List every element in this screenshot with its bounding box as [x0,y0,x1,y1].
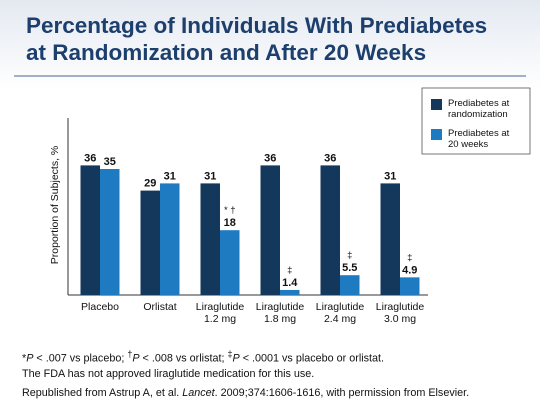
significance-marker-5: ‡ [407,252,412,263]
bar-randomization-0 [80,165,100,295]
title-line-2: at Randomization and After 20 Weeks [26,40,427,65]
x-tick-label-4-0: Liraglutide [316,301,365,313]
x-tick-label-2-1: 1.2 mg [204,313,236,325]
x-tick-label-5-0: Liraglutide [376,301,425,313]
legend-label-0-1: randomization [448,109,508,120]
bar-randomization-3 [260,165,280,295]
bar-week20-3 [280,289,300,295]
significance-marker-2: * † [224,205,236,216]
value-label-randomization-1: 29 [144,178,156,190]
value-label-randomization-4: 36 [324,152,336,164]
legend-swatch-0 [431,99,442,110]
x-tick-label-3-0: Liraglutide [256,301,305,313]
value-label-week20-2: 18 [224,217,236,229]
bar-week20-0 [100,169,120,295]
bar-week20-2 [220,230,240,295]
footnote-fda: The FDA has not approved liraglutide med… [22,367,315,380]
bar-week20-4 [340,275,360,295]
x-tick-label-1-0: Orlistat [143,301,176,313]
value-label-week20-0: 35 [104,156,116,168]
value-label-randomization-0: 36 [84,152,96,164]
x-tick-label-2-0: Liraglutide [196,301,245,313]
slide-title: Percentage of Individuals With Prediabet… [26,12,526,66]
y-axis-label: Proportion of Subjects, % [49,146,61,264]
x-tick-label-4-1: 2.4 mg [324,313,356,325]
bar-randomization-1 [140,190,160,295]
source-text: Republished from Astrup A, et al. Lancet… [22,387,470,399]
value-label-week20-4: 5.5 [342,262,357,274]
x-tick-label-5-1: 3.0 mg [384,313,416,325]
footnote-significance: *P < .007 vs placebo; †P < .008 vs orlis… [22,349,385,365]
value-label-randomization-5: 31 [384,170,396,182]
bar-randomization-4 [320,165,340,295]
legend-label-1-0: Prediabetes at [448,128,510,139]
bar-randomization-2 [200,183,220,295]
significance-marker-4: ‡ [347,250,352,261]
legend-label-0-0: Prediabetes at [448,98,510,109]
bar-week20-1 [160,183,180,295]
source-citation: Republished from Astrup A, et al. Lancet… [22,386,532,400]
value-label-randomization-3: 36 [264,152,276,164]
value-label-week20-5: 4.9 [402,264,417,276]
value-label-randomization-2: 31 [204,170,216,182]
significance-marker-3: ‡ [287,265,292,276]
footnote: *P < .007 vs placebo; †P < .008 vs orlis… [22,347,532,382]
title-divider [14,75,526,77]
value-label-week20-1: 31 [164,170,176,182]
x-tick-label-3-1: 1.8 mg [264,313,296,325]
legend-label-1-1: 20 weeks [448,139,488,150]
value-label-week20-3: 1.4 [282,277,298,289]
bar-week20-5 [400,277,420,295]
bar-chart: Proportion of Subjects, % 36 35 Placebo 29 31… [49,87,531,325]
bar-randomization-5 [380,183,400,295]
x-tick-label-0-0: Placebo [81,301,119,313]
legend-swatch-1 [431,129,442,140]
title-line-1: Percentage of Individuals With Prediabet… [26,13,488,38]
